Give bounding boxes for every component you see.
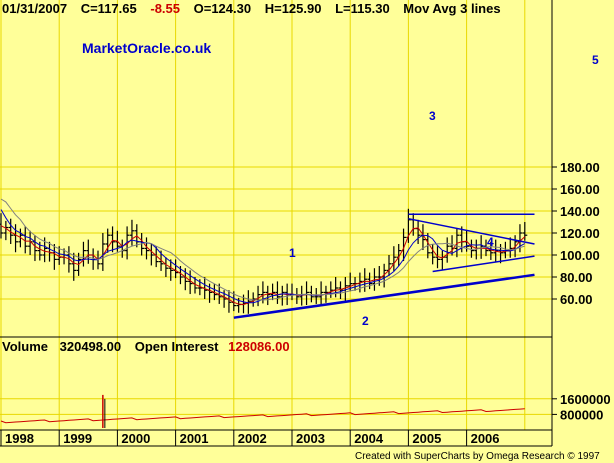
price-bar	[430, 244, 436, 265]
trend-line	[233, 273, 535, 319]
header-change: -8.55	[150, 1, 180, 16]
watermark-text: MarketOracle.co.uk	[82, 40, 211, 56]
volume-panel	[0, 394, 525, 428]
year-axis-labels: 1998 1999 2000 2001 2002 2003 2004 2005 2006	[0, 430, 500, 446]
price-tick-label: 80.00	[560, 270, 593, 285]
ma-fast-line	[0, 225, 526, 306]
price-tick-label: 160.00	[560, 182, 600, 197]
chart-frame	[0, 0, 553, 447]
price-tick-label: 120.00	[560, 226, 600, 241]
wave-label-4: 4	[487, 235, 494, 249]
price-bar	[168, 259, 174, 281]
price-bar	[435, 246, 440, 269]
price-tick-label: 60.00	[560, 292, 593, 307]
header-close: C=117.65	[81, 1, 137, 16]
header-low: L=115.30	[335, 1, 390, 16]
year-tick-label: 2004	[354, 431, 384, 446]
price-bar	[3, 220, 9, 241]
price-bar	[144, 237, 149, 260]
price-bar	[275, 281, 280, 304]
year-tick-label: 1998	[5, 431, 34, 446]
ma-slow-line	[0, 198, 525, 301]
price-bar	[309, 285, 314, 303]
year-tick-label: 2005	[412, 431, 441, 446]
price-bar	[265, 285, 271, 306]
price-bar	[488, 241, 494, 260]
price-bar	[100, 233, 106, 271]
volume-header: Volume 320498.00 Open Interest 128086.00	[2, 339, 290, 354]
price-bar	[105, 228, 111, 253]
chart-header: 01/31/2007 C=117.65 -8.55 O=124.30 H=125…	[2, 1, 501, 16]
wave-label-5: 5	[592, 53, 599, 67]
header-date: 01/31/2007	[2, 1, 67, 16]
year-tick-label: 2002	[238, 431, 267, 446]
price-bar	[382, 263, 387, 288]
ma-mid-line	[0, 209, 526, 304]
price-bar	[319, 281, 324, 306]
price-bar	[71, 252, 77, 281]
price-bar	[314, 288, 319, 304]
price-bar	[125, 226, 130, 260]
wave-label-3: 3	[429, 109, 436, 123]
year-tick-label: 2000	[121, 431, 150, 446]
wave-label-1: 1	[289, 246, 296, 260]
price-bar	[445, 237, 450, 263]
trend-line	[432, 255, 535, 273]
price-tick-label: 100.00	[560, 248, 600, 263]
moving-averages	[0, 198, 526, 306]
open-interest-line	[0, 408, 525, 424]
header-open: O=124.30	[194, 1, 251, 16]
year-tick-label: 1999	[63, 431, 92, 446]
volume-tick-label: 800000	[560, 407, 603, 422]
price-bar	[129, 219, 135, 246]
price-bar	[110, 226, 116, 253]
price-tick-label: 180.00	[560, 160, 600, 175]
price-bar	[270, 283, 276, 301]
wave-label-2: 2	[362, 314, 369, 328]
year-tick-label: 2001	[180, 431, 209, 446]
oi-label: Open Interest	[135, 339, 219, 354]
oi-value: 128086.00	[228, 339, 289, 354]
price-bar	[367, 272, 373, 290]
price-bar	[66, 246, 72, 273]
header-indicator: Mov Avg 3 lines	[403, 1, 500, 16]
price-bar	[338, 281, 343, 299]
trend-lines	[233, 213, 535, 319]
trend-line	[408, 217, 535, 245]
header-high: H=125.90	[265, 1, 322, 16]
year-tick-label: 2003	[296, 431, 325, 446]
credit-text: Created with SuperCharts by Omega Resear…	[355, 451, 600, 462]
price-tick-label: 140.00	[560, 204, 600, 219]
volume-label: Volume	[2, 339, 48, 354]
year-tick-label: 2006	[471, 431, 500, 446]
price-bar	[493, 239, 499, 262]
price-bar	[188, 270, 193, 295]
price-axis-labels: 180.00 160.00 140.00 120.00 100.00 80.00 60.00	[552, 160, 600, 307]
volume-tick-label: 1600000	[560, 392, 611, 407]
price-bar	[522, 222, 528, 241]
volume-value: 320498.00	[60, 339, 121, 354]
